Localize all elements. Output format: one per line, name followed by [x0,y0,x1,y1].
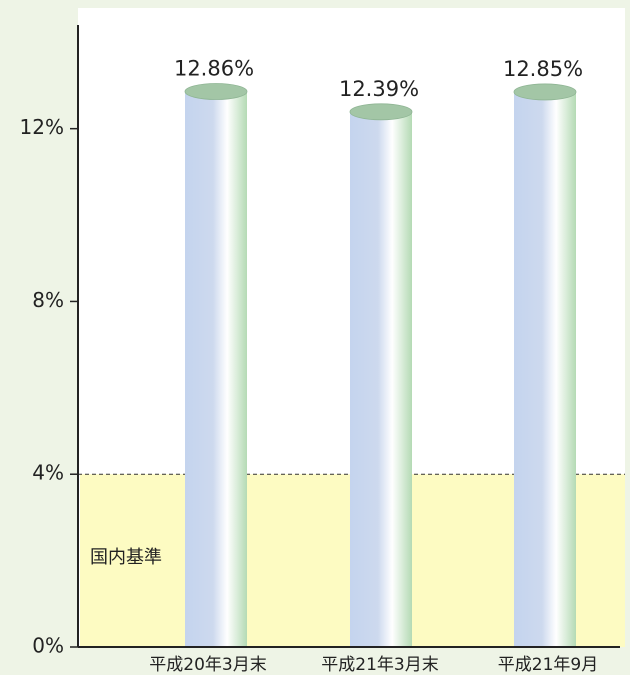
x-tick-label: 平成20年3月末 [149,655,266,675]
y-tick-label: 4% [32,461,64,485]
bar [350,111,412,648]
x-tick-label: 平成21年9月 [498,655,598,675]
bar [185,91,247,647]
y-tick-label: 8% [32,288,64,312]
y-tick-label: 0% [32,634,64,658]
value-label: 12.39% [339,77,419,101]
bar [514,91,576,647]
y-tick-label: 12% [20,115,64,139]
x-tick-label: 平成21年3月末 [321,655,438,675]
bar-cap [184,83,248,100]
bar-cap [349,103,413,121]
reference-label: 国内基準 [90,547,162,568]
bar-cap [513,83,577,101]
value-label: 12.85% [503,57,583,81]
value-label: 12.86% [174,57,254,81]
